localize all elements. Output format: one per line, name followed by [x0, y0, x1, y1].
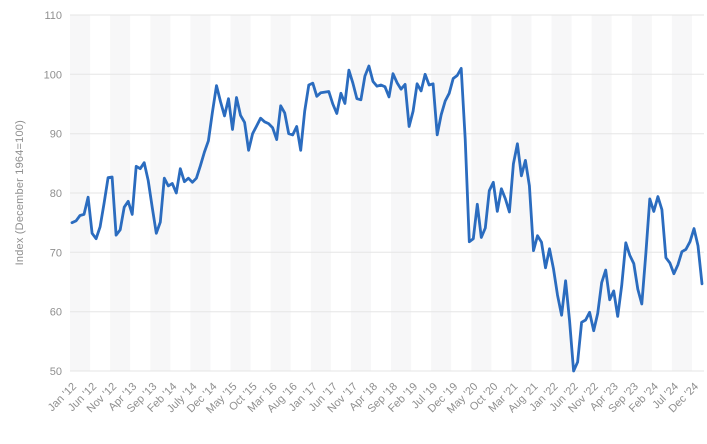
y-tick-label: 100 [44, 69, 62, 81]
y-tick-label: 60 [50, 307, 62, 319]
y-tick-label: 110 [44, 10, 62, 22]
y-tick-label: 90 [50, 129, 62, 141]
y-tick-label: 50 [50, 366, 62, 378]
sentiment-series-line [70, 64, 704, 373]
y-tick-label: 70 [50, 247, 62, 259]
y-tick-label: 80 [50, 188, 62, 200]
